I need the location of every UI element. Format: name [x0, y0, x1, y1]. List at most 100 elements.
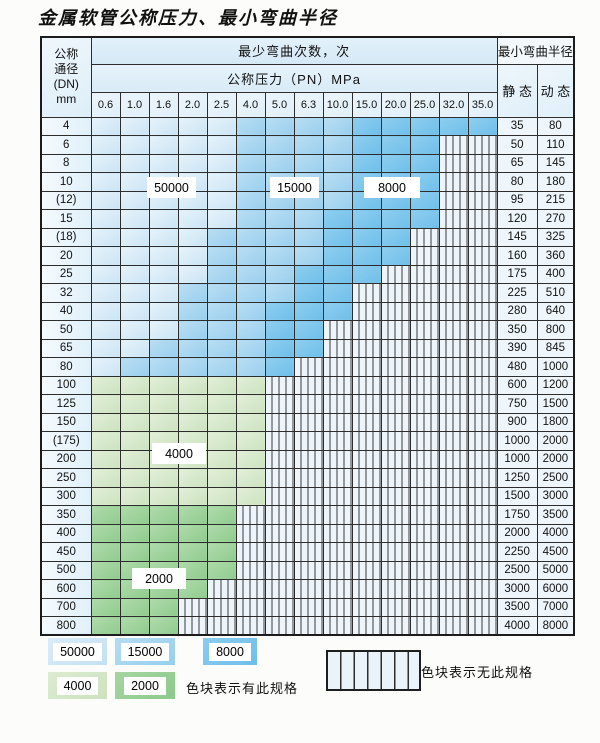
region-label-15000: 15000 [270, 177, 319, 198]
radius-header: 最小弯曲半径 [496, 36, 575, 65]
spec-cell [322, 283, 353, 303]
spec-cell [148, 597, 179, 617]
no-spec-cell [467, 301, 498, 321]
no-spec-cell [380, 486, 411, 506]
static-value: 4000 [496, 616, 538, 636]
spec-cell [90, 283, 121, 303]
dn-cell: 250 [40, 468, 92, 488]
no-spec-cell [351, 283, 382, 303]
spec-cell [235, 338, 266, 358]
spec-cell [206, 560, 237, 580]
pressure-col-header: 35.0 [467, 91, 498, 118]
dn-cell: 40 [40, 301, 92, 321]
spec-cell [293, 135, 324, 155]
no-spec-cell [351, 431, 382, 451]
dynamic-value: 2000 [536, 431, 575, 451]
no-spec-cell [293, 468, 324, 488]
no-spec-cell [467, 579, 498, 599]
spec-cell [119, 375, 150, 395]
spec-cell [119, 209, 150, 229]
dynamic-value: 2500 [536, 468, 575, 488]
no-spec-cell [467, 375, 498, 395]
spec-cell [119, 320, 150, 340]
table-row: 600 3000 6000 [40, 579, 575, 599]
no-spec-cell [438, 190, 469, 210]
no-spec-cell [409, 375, 440, 395]
dynamic-value: 145 [536, 153, 575, 173]
dn-cell: 500 [40, 560, 92, 580]
no-spec-cell [293, 560, 324, 580]
spec-cell [206, 264, 237, 284]
no-spec-cell [409, 560, 440, 580]
spec-cell [206, 320, 237, 340]
spec-cell [148, 357, 179, 377]
pressure-values-row: 0.6 1.0 1.6 2.0 2.5 4.0 5.0 6.3 10.0 15.0 20.0 25.0… [41, 91, 574, 118]
spec-cell [235, 135, 266, 155]
no-spec-cell [293, 412, 324, 432]
spec-cell [177, 468, 208, 488]
legend-swatch-label: 8000 [209, 642, 251, 661]
dn-cell: 15 [40, 209, 92, 229]
dn-cell: 80 [40, 357, 92, 377]
table-row: 40 280 640 [40, 301, 575, 321]
spec-cell [235, 431, 266, 451]
no-spec-cell [467, 209, 498, 229]
pressure-col-header: 0.6 [90, 91, 121, 118]
no-spec-cell [177, 597, 208, 617]
no-spec-cell [438, 523, 469, 543]
no-spec-cell [467, 394, 498, 414]
spec-cell [206, 116, 237, 136]
spec-cell [235, 190, 266, 210]
spec-cell [264, 283, 295, 303]
dynamic-value: 5000 [536, 560, 575, 580]
spec-cell [90, 560, 121, 580]
spec-cell [206, 375, 237, 395]
spec-cell [119, 597, 150, 617]
dynamic-value: 845 [536, 338, 575, 358]
no-spec-cell [264, 505, 295, 525]
no-spec-cell [380, 616, 411, 636]
spec-cell [322, 172, 353, 192]
no-spec-cell [409, 616, 440, 636]
spec-cell [119, 246, 150, 266]
static-value: 750 [496, 394, 538, 414]
spec-cell [438, 116, 469, 136]
no-spec-cell [438, 301, 469, 321]
spec-cell [177, 486, 208, 506]
dynamic-value: 6000 [536, 579, 575, 599]
no-spec-cell [351, 338, 382, 358]
no-spec-cell [467, 616, 498, 636]
no-spec-cell [467, 246, 498, 266]
spec-cell [119, 394, 150, 414]
no-spec-cell [380, 542, 411, 562]
spec-cell [206, 357, 237, 377]
dn-cell: 450 [40, 542, 92, 562]
spec-cell [119, 301, 150, 321]
no-spec-cell [380, 301, 411, 321]
spec-cell [206, 172, 237, 192]
dn-cell: (175) [40, 431, 92, 451]
spec-cell [235, 320, 266, 340]
no-spec-cell [409, 246, 440, 266]
legend-no-spec-text: 色块表示无此规格 [421, 665, 534, 680]
spec-cell [148, 209, 179, 229]
dn-cell: 300 [40, 486, 92, 506]
no-spec-cell [409, 283, 440, 303]
spec-cell [322, 209, 353, 229]
table-row: 125 750 1500 [40, 394, 575, 414]
dynamic-value: 80 [536, 116, 575, 136]
spec-cell [90, 468, 121, 488]
dynamic-value: 4500 [536, 542, 575, 562]
spec-cell [264, 246, 295, 266]
spec-cell [90, 320, 121, 340]
static-value: 1750 [496, 505, 538, 525]
spec-cell [90, 301, 121, 321]
region-label-4000: 4000 [152, 443, 206, 464]
no-spec-cell [438, 486, 469, 506]
table-row: 100 600 1200 [40, 375, 575, 395]
static-value: 50 [496, 135, 538, 155]
pressure-col-header: 25.0 [409, 91, 440, 118]
dynamic-value: 3000 [536, 486, 575, 506]
table-row: 200 1000 2000 [40, 449, 575, 469]
no-spec-cell [235, 597, 266, 617]
